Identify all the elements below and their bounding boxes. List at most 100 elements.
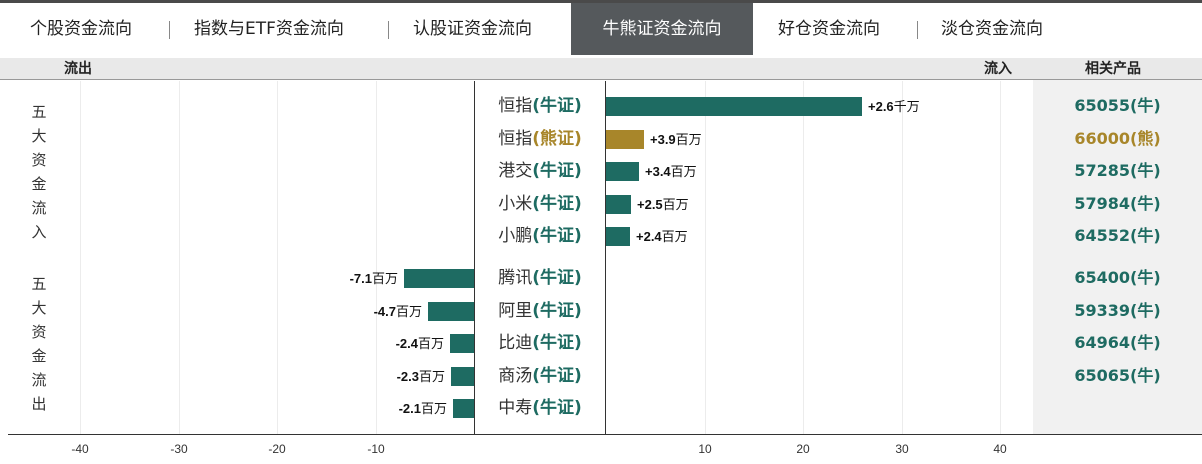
product-name[interactable]: 恒指(熊证)	[474, 127, 606, 151]
bar-value-unit: 百万	[662, 196, 689, 212]
bar-value-label: +2.5百万	[637, 195, 689, 214]
related-products-column	[1033, 80, 1202, 434]
related-product-code[interactable]: 65065(牛)	[1074, 365, 1161, 385]
product-name[interactable]: 港交(牛证)	[474, 159, 606, 183]
bar-value-unit: 百万	[418, 368, 445, 384]
x-tick-label: -10	[367, 442, 385, 456]
bar-value-label: -2.1百万	[399, 399, 447, 418]
cbbc-type-label: (牛证)	[532, 161, 582, 182]
x-axis-line	[8, 434, 1202, 435]
grid-line	[705, 81, 706, 434]
related-product-code[interactable]: 57984(牛)	[1074, 193, 1161, 213]
underlying-name: 港交	[498, 161, 533, 182]
tab-separator	[917, 21, 918, 39]
tab-index-etf-flow[interactable]: 指数与ETF资金流向	[194, 19, 344, 39]
bar-value-unit: 百万	[661, 229, 688, 245]
bar-value-label: -7.1百万	[350, 269, 398, 288]
bar-value-unit: 百万	[670, 164, 697, 180]
inflow-header: 流入	[984, 61, 1012, 77]
product-name[interactable]: 阿里(牛证)	[474, 299, 606, 323]
bar-value-number: -2.3	[396, 368, 419, 384]
product-name[interactable]: 小米(牛证)	[474, 192, 606, 216]
bar-value-label: +3.4百万	[645, 162, 697, 181]
bar-value-unit: 百万	[420, 401, 447, 417]
product-name[interactable]: 商汤(牛证)	[474, 364, 606, 388]
cbbc-type-label: (牛证)	[532, 193, 582, 214]
outflow-bar[interactable]	[451, 366, 474, 386]
grid-line	[1000, 81, 1001, 434]
underlying-name: 中寿	[498, 398, 533, 419]
tab-separator	[388, 21, 389, 39]
top-border	[0, 0, 1202, 3]
product-name[interactable]: 比迪(牛证)	[474, 331, 606, 355]
related-product-code[interactable]: 59339(牛)	[1074, 300, 1161, 320]
product-name[interactable]: 中寿(牛证)	[474, 396, 606, 420]
bar-value-number: -2.1	[398, 401, 421, 417]
cbbc-type-label: (牛证)	[532, 300, 582, 321]
tab-separator	[169, 21, 170, 39]
bar-value-number: -4.7	[373, 303, 396, 319]
bar-value-label: -2.3百万	[397, 367, 445, 386]
tab-bull-position-flow[interactable]: 好仓资金流向	[778, 19, 880, 39]
related-product-code[interactable]: 66000(熊)	[1074, 128, 1161, 148]
bar-value-number: +2.4	[636, 229, 662, 245]
tab-stock-flow[interactable]: 个股资金流向	[30, 19, 132, 39]
product-name[interactable]: 恒指(牛证)	[474, 94, 606, 118]
x-tick-label: -40	[71, 442, 89, 456]
tab-bar: 个股资金流向 指数与ETF资金流向 认股证资金流向 牛熊证资金流向 好仓资金流向…	[0, 3, 1202, 55]
tab-warrant-flow[interactable]: 认股证资金流向	[413, 19, 532, 39]
inflow-bar[interactable]	[606, 194, 631, 214]
bar-value-label: -2.4百万	[396, 334, 444, 353]
grid-line	[179, 81, 180, 434]
bar-value-label: +2.4百万	[636, 227, 688, 246]
product-name[interactable]: 小鹏(牛证)	[474, 224, 606, 248]
bar-value-label: -4.7百万	[374, 302, 422, 321]
related-product-code[interactable]: 65055(牛)	[1074, 96, 1161, 115]
outflow-side-label: 五大资金流出	[31, 275, 47, 413]
outflow-bar[interactable]	[450, 334, 474, 354]
cbbc-type-label: (牛证)	[532, 398, 582, 419]
underlying-name: 恒指	[498, 128, 533, 149]
bar-value-unit: 百万	[371, 271, 398, 286]
outflow-bar[interactable]	[453, 399, 474, 419]
bar-value-number: -7.1	[349, 271, 372, 286]
bar-value-number: -2.4	[395, 336, 418, 352]
product-name[interactable]: 腾讯(牛证)	[474, 266, 606, 290]
related-product-code[interactable]: 64964(牛)	[1074, 333, 1161, 353]
bar-value-unit: 百万	[395, 303, 422, 319]
grid-line	[376, 81, 377, 434]
grid-line	[277, 81, 278, 434]
inflow-bar[interactable]	[606, 97, 862, 116]
bar-value-number: +2.5	[637, 196, 663, 212]
related-products-header: 相关产品	[1085, 61, 1141, 77]
cbbc-type-label: (牛证)	[532, 333, 582, 354]
x-tick-label: 10	[698, 442, 712, 456]
inflow-bar[interactable]	[606, 227, 630, 247]
bar-value-unit: 百万	[675, 131, 702, 147]
bar-value-label: +3.9百万	[650, 130, 702, 149]
bar-value-number: +3.9	[650, 131, 676, 147]
related-product-code[interactable]: 64552(牛)	[1074, 226, 1161, 246]
underlying-name: 商汤	[498, 365, 533, 386]
inflow-bar[interactable]	[606, 162, 639, 182]
bar-value-number: +3.4	[645, 164, 671, 180]
x-tick-label: 20	[796, 442, 810, 456]
bar-value-unit: 千万	[893, 99, 920, 114]
outflow-bar[interactable]	[404, 269, 474, 288]
cbbc-type-label: (牛证)	[532, 268, 582, 288]
outflow-bar[interactable]	[428, 301, 474, 321]
inflow-bar[interactable]	[606, 129, 644, 149]
cbbc-type-label: (牛证)	[532, 365, 582, 386]
underlying-name: 恒指	[498, 96, 533, 116]
x-tick-label: -30	[170, 442, 188, 456]
x-tick-label: 30	[895, 442, 909, 456]
underlying-name: 腾讯	[498, 268, 533, 288]
tab-bear-position-flow[interactable]: 淡仓资金流向	[941, 19, 1043, 39]
related-product-code[interactable]: 57285(牛)	[1074, 161, 1161, 181]
x-tick-label: 40	[993, 442, 1007, 456]
related-product-code[interactable]: 65400(牛)	[1074, 268, 1161, 287]
grid-line	[80, 81, 81, 434]
inflow-side-label: 五大资金流入	[31, 103, 47, 241]
tab-cbbc-flow[interactable]: 牛熊证资金流向	[571, 3, 753, 55]
underlying-name: 比迪	[498, 333, 533, 354]
